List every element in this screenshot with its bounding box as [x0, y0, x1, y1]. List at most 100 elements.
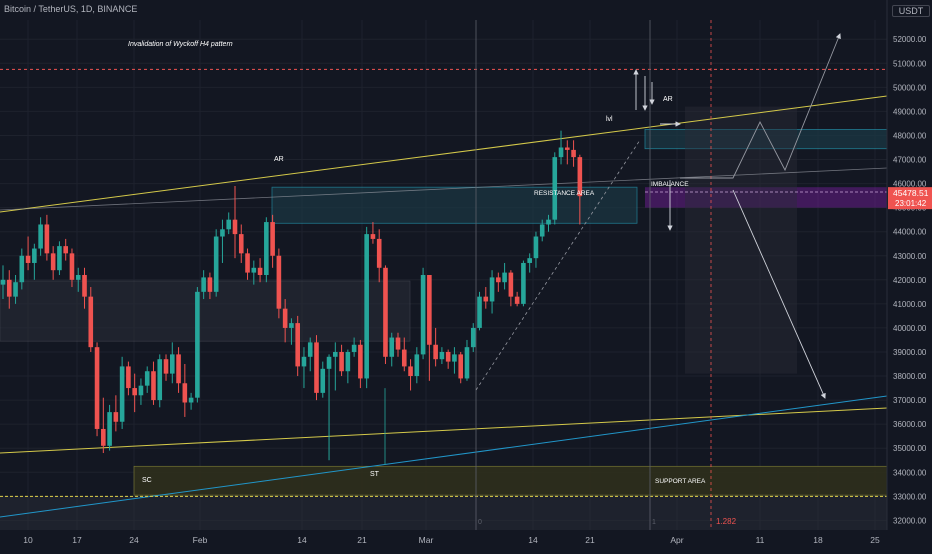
candle-body [527, 258, 532, 263]
support-area-box [133, 465, 888, 496]
candle-body [376, 238, 382, 268]
candle-body [88, 296, 94, 348]
candle-body [19, 255, 25, 283]
candle-body [502, 272, 507, 283]
candle-body [176, 354, 181, 384]
candle-body [69, 253, 75, 280]
candle-body [163, 359, 169, 374]
candle-body [101, 428, 106, 446]
candle-body [75, 275, 81, 280]
candle-body [13, 282, 18, 297]
time-axis-bg [0, 530, 932, 550]
candle-body [276, 255, 282, 309]
support-trendline [0, 395, 888, 518]
candle-body [514, 296, 520, 304]
candle-body [245, 253, 250, 273]
candle-body [320, 368, 326, 393]
candle-body [113, 412, 119, 422]
candle-body [289, 323, 294, 328]
day-marker-label: 0 [478, 519, 482, 526]
candle-body [6, 279, 12, 297]
candle-body [264, 222, 269, 275]
candle-body [539, 224, 545, 237]
countdown-label: 23:01:42 [895, 199, 927, 208]
candle-body [470, 327, 476, 348]
candle-body [295, 323, 300, 367]
candle-body [433, 344, 438, 360]
lvl-label: lvl [606, 116, 613, 123]
candle-body [144, 371, 150, 386]
candle-body [401, 349, 407, 367]
candle-body [301, 356, 307, 367]
price-tick-label: 40000.00 [893, 324, 927, 333]
imbalance-label: IMBALANCE [651, 181, 689, 188]
candle-body [188, 397, 194, 403]
time-tick-label: 14 [297, 535, 307, 545]
candle-body [389, 337, 395, 357]
price-tick-label: 41000.00 [893, 300, 927, 309]
candle-body [521, 262, 526, 304]
candle-body [57, 246, 62, 271]
candle-body [427, 275, 432, 345]
candle-body [452, 354, 457, 362]
price-tick-label: 38000.00 [893, 372, 927, 381]
mid-trendline [0, 167, 888, 211]
candle-body [282, 308, 288, 328]
candle-body [238, 234, 244, 254]
last-price-label: 45478.51 [893, 188, 929, 198]
time-axis[interactable]: 10 17 24 Feb 14 21 Mar 14 21 Apr 11 18 25 [0, 530, 932, 550]
price-tick-label: 48000.00 [893, 131, 927, 140]
projection-down-arrow [732, 189, 826, 399]
candle-body [251, 267, 257, 273]
candle-body [126, 366, 131, 389]
candle-body [458, 354, 464, 379]
candle-body [565, 147, 570, 150]
candle-body [119, 366, 125, 422]
day-marker-label: 1 [652, 519, 656, 526]
candle-body [32, 248, 37, 263]
candle-body [157, 359, 163, 401]
price-tick-label: 32000.00 [893, 516, 927, 525]
candle-body [546, 219, 551, 225]
price-tick-label: 37000.00 [893, 396, 927, 405]
candle-body [220, 229, 225, 237]
resistance-area-label: RESISTANCE AREA [534, 190, 595, 197]
time-tick-label: Feb [193, 535, 208, 545]
ar-label-left: AR [274, 156, 284, 163]
candle-body [358, 344, 363, 379]
candle-body [257, 267, 263, 275]
candle-body [508, 272, 514, 297]
price-axis[interactable]: 52000.00 51000.00 50000.00 49000.00 48000.00… [886, 0, 932, 550]
fib-label: 1.282 [716, 517, 737, 526]
candle-body [201, 277, 206, 292]
currency-button[interactable]: USDT [892, 5, 930, 17]
projection-box [685, 106, 797, 374]
candle-body [333, 351, 338, 357]
annotation-labels: Invalidation of Wyckoff H4 pattern AR AR lv… [128, 41, 737, 526]
candle-body [414, 354, 420, 377]
candle-body [307, 342, 313, 357]
time-tick-label: Apr [670, 535, 683, 545]
candle-body [63, 246, 68, 254]
candle-body [464, 347, 470, 379]
candle-body [182, 383, 188, 403]
candle-body [383, 267, 388, 357]
candle-body [364, 234, 369, 379]
time-tick-label: 25 [870, 535, 880, 545]
candle-body [195, 291, 200, 398]
candles [0, 130, 583, 461]
time-tick-label: 21 [357, 535, 367, 545]
candle-body [370, 234, 376, 239]
candle-body [94, 347, 100, 429]
time-tick-label: 17 [72, 535, 82, 545]
candle-body [0, 279, 6, 285]
candle-body [82, 275, 87, 297]
time-tick-label: 10 [23, 535, 33, 545]
candle-body [489, 277, 495, 302]
candle-body [50, 253, 56, 271]
candle-body [213, 236, 219, 292]
candle-body [552, 157, 558, 220]
